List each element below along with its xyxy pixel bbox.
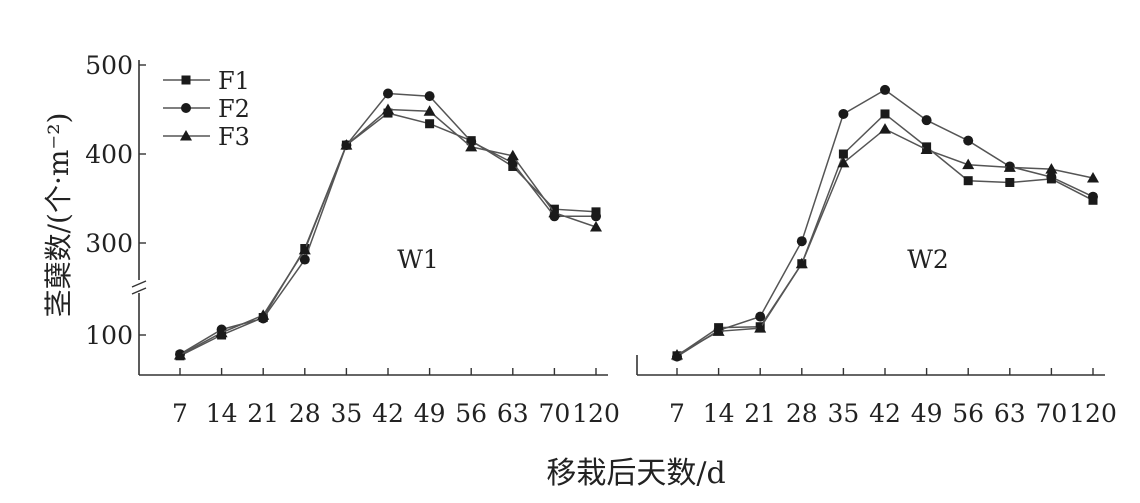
panel-w2-series-f3-point xyxy=(962,158,975,170)
y-tick-label: 400 xyxy=(85,140,133,169)
panel-w2-series-f1-point xyxy=(1005,177,1015,187)
panel-w1-x-tick-label: 35 xyxy=(330,399,362,428)
panel-w2-series-f3-point xyxy=(837,156,850,168)
panel-w2-x-tick-label: 49 xyxy=(911,399,943,428)
panel-w2-x-tick-label: 63 xyxy=(994,399,1026,428)
panel-w1-series-f3-point xyxy=(340,139,353,150)
panel-w1-series-f2-point xyxy=(424,91,435,102)
panel-w2-x-tick-label: 28 xyxy=(786,399,818,428)
panel-w1-series-f3-point xyxy=(382,103,394,114)
panel-w2-series-f2-point xyxy=(755,311,766,322)
panel-w2-x-tick-label: 21 xyxy=(744,399,776,428)
panel-w2-series-f2-point xyxy=(1046,172,1057,183)
panel-w2-series-f2-point xyxy=(1088,191,1098,202)
panel-w1-series-f3-point xyxy=(215,326,228,338)
panel-w2-series-f2-point xyxy=(796,236,807,247)
panel-w1-series-f3-point xyxy=(257,309,270,320)
panel-w2-x-tick-label: 7 xyxy=(669,399,685,428)
legend-marker-f1 xyxy=(181,75,191,85)
panel-w1-x-tick-label: 42 xyxy=(372,399,404,428)
panel-w1-x-tick-label: 7 xyxy=(172,399,188,428)
panel-w1-x-tick-label: 21 xyxy=(247,399,279,428)
panel-w2-series-f1-point xyxy=(880,109,890,119)
panel-w1-x-tick-label: 120 xyxy=(572,399,620,428)
panel-w2-label: W2 xyxy=(907,245,949,274)
y-axis-break-mark xyxy=(131,287,147,295)
y-tick-label: 500 xyxy=(85,51,133,80)
panel-w1-series-f2-point xyxy=(383,88,393,99)
panel-w1-series-f1-point xyxy=(425,119,435,129)
y-axis-break-mark xyxy=(131,280,147,288)
panel-w2-series-f2-point xyxy=(838,108,849,119)
panel-w1-series-f3-point xyxy=(174,349,186,360)
x-axis-title: 移栽后天数/d xyxy=(546,456,725,491)
panel-w2-series-f3-line xyxy=(676,128,1094,356)
panel-w2-series-f3-point xyxy=(795,257,808,269)
panel-w1-series-f3-point xyxy=(423,105,436,116)
panel-w1-series-f2-point xyxy=(299,254,310,265)
panel-w1-x-tick-label: 28 xyxy=(289,399,321,428)
y-tick-label: 100 xyxy=(85,321,133,350)
panel-w1-x-tick-label: 70 xyxy=(538,399,570,428)
panel-w2-series-f3-point xyxy=(879,123,891,134)
panel-w2-series-f1-point xyxy=(838,149,848,159)
panel-w1-x-tick-label: 63 xyxy=(497,399,529,428)
panel-w2-series-f3-point xyxy=(1087,172,1099,183)
panel-w1-x-tick-label: 49 xyxy=(414,399,446,428)
panel-w2-series-f2-point xyxy=(880,84,890,95)
legend-label-f3: F3 xyxy=(218,123,250,151)
legend-label-f1: F1 xyxy=(218,67,250,95)
panel-w2-series-f3-point xyxy=(1045,163,1058,174)
panel-w2-series-f2-point xyxy=(963,135,974,146)
panel-w2-x-tick-label: 120 xyxy=(1069,399,1117,428)
panel-w1-series-f3-point xyxy=(298,243,311,255)
panel-w1-x-tick-label: 14 xyxy=(206,399,238,428)
legend-label-f2: F2 xyxy=(218,95,250,123)
panel-w2-x-tick-label: 42 xyxy=(869,399,901,428)
panel-w2-x-tick-label: 35 xyxy=(827,399,859,428)
panel-w2-series-f1-point xyxy=(963,176,973,186)
panel-w1-series-f2-point xyxy=(591,211,601,222)
panel-w2-series-f1-line xyxy=(676,113,1094,357)
panel-w1-series-f3-point xyxy=(465,140,478,152)
panel-w2-x-tick-label: 70 xyxy=(1035,399,1067,428)
panel-w2-series-f3-point xyxy=(920,143,933,155)
panel-w2-x-tick-label: 14 xyxy=(703,399,735,428)
panel-w2-series-f3-point xyxy=(1003,161,1016,172)
panel-w1-label: W1 xyxy=(397,245,439,274)
legend-marker-f3 xyxy=(180,130,192,141)
y-axis-title: 茎蘖数/(个·m⁻²) xyxy=(42,113,75,318)
y-tick-label: 300 xyxy=(85,229,133,258)
legend-marker-f2 xyxy=(181,103,191,113)
panel-w2-x-tick-label: 56 xyxy=(952,399,984,428)
panel-w1-series-f3-point xyxy=(590,220,602,232)
panel-w1-series-f3-point xyxy=(506,149,519,161)
panel-w2-series-f2-point xyxy=(921,115,932,126)
panel-w1-x-tick-label: 56 xyxy=(455,399,487,428)
panel-w2-series-f3-point xyxy=(754,322,767,333)
panel-w2-series-f3-point xyxy=(671,349,683,360)
panel-w1-series-f3-point xyxy=(548,206,561,218)
panel-w2-series-f3-point xyxy=(712,325,725,336)
